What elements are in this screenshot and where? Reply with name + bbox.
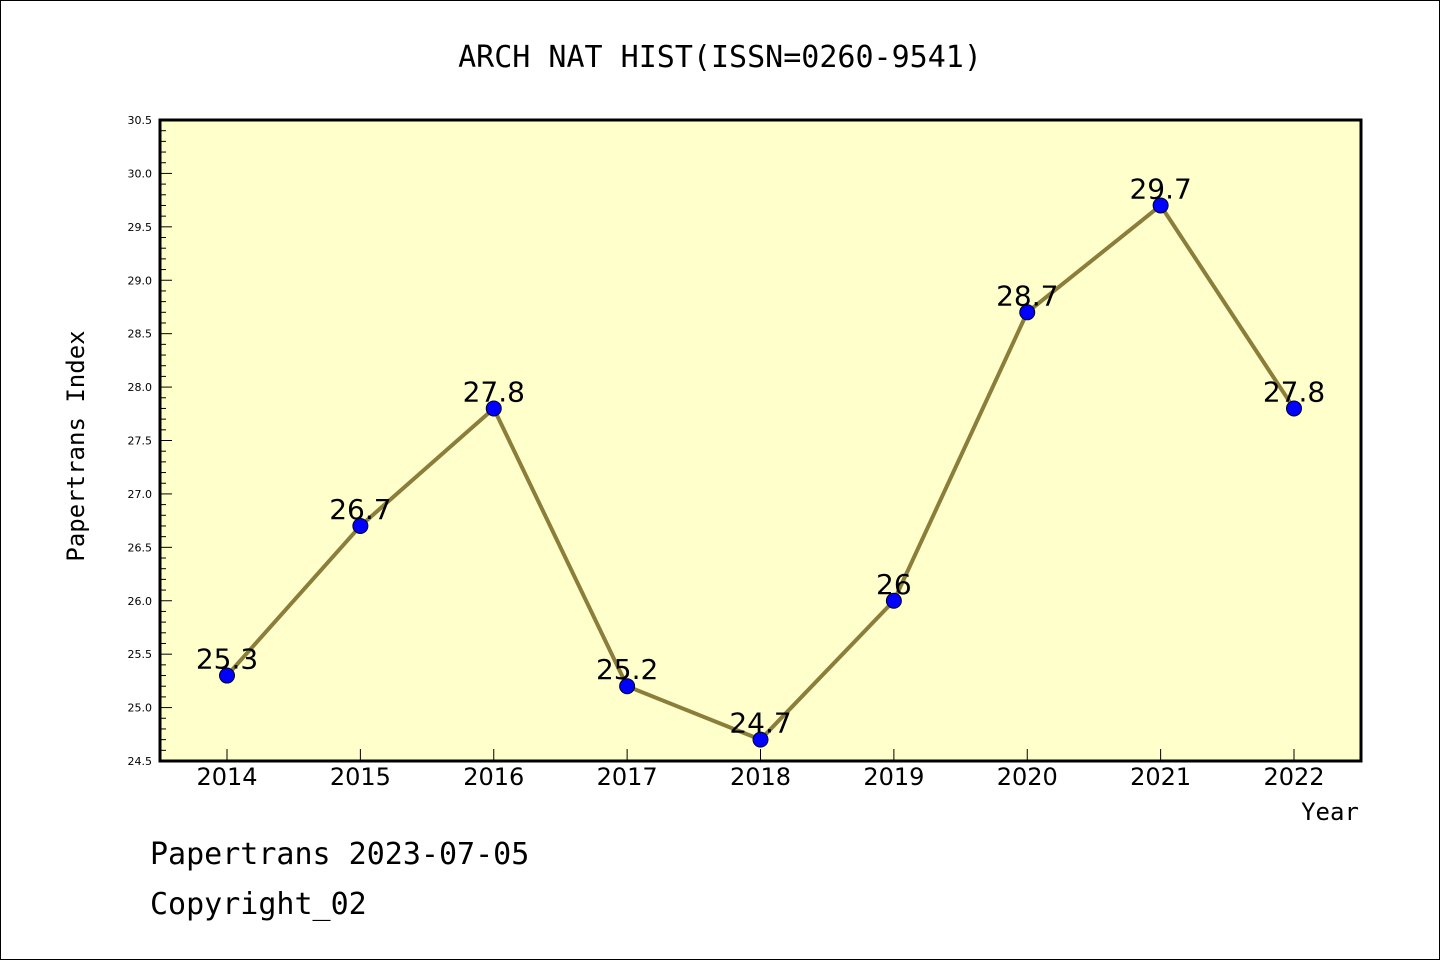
y-axis-tick-labels: 24.5 25.0 25.5 26.0 26.5 27.0 27.5 28.0 28.5 29.0… — [128, 114, 153, 768]
y-tick-label: 29.5 — [128, 221, 153, 234]
x-tick-label: 2020 — [997, 763, 1058, 791]
data-label-2015: 26.7 — [329, 493, 391, 526]
data-label-2017: 25.2 — [596, 653, 658, 686]
x-tick-label: 2016 — [463, 763, 524, 791]
data-labels: 25.3 26.7 27.8 25.2 24.7 26 28.7 29.7 27.8 — [196, 172, 1325, 739]
y-axis-label: Papertrans Index — [62, 330, 90, 561]
data-label-2016: 27.8 — [463, 375, 525, 408]
y-tick-label: 29.0 — [128, 274, 153, 287]
plot-area — [158, 118, 1363, 763]
y-tick-label: 28.0 — [128, 381, 153, 394]
y-tick-label: 26.5 — [128, 541, 153, 554]
data-point-2016 — [485, 400, 502, 417]
x-tick-label: 2018 — [730, 763, 791, 791]
y-axis-ticks — [160, 119, 172, 762]
x-tick-label: 2014 — [196, 763, 257, 791]
chart-title: ARCH NAT HIST(ISSN=0260-9541) — [458, 40, 982, 75]
data-point-2014 — [219, 667, 235, 684]
y-tick-label: 24.5 — [128, 755, 153, 768]
y-tick-label: 27.0 — [128, 488, 153, 501]
data-point-2019 — [885, 592, 902, 609]
data-label-2014: 25.3 — [196, 643, 258, 676]
data-label-2020: 28.7 — [996, 279, 1058, 312]
x-axis-label: Year — [1301, 798, 1359, 826]
y-tick-label: 27.5 — [128, 435, 153, 448]
data-point-2015 — [352, 517, 369, 534]
y-tick-label: 28.5 — [128, 328, 153, 341]
data-point-2017 — [619, 678, 636, 695]
y-tick-label: 26.0 — [128, 595, 153, 608]
y-tick-label: 25.0 — [128, 702, 153, 715]
data-label-2022: 27.8 — [1263, 375, 1325, 408]
data-label-2018: 24.7 — [729, 707, 791, 740]
x-axis-ticks — [226, 749, 1295, 761]
data-point-2018 — [752, 731, 769, 748]
data-point-2022 — [1286, 400, 1302, 417]
x-tick-label: 2022 — [1263, 763, 1324, 791]
x-tick-label: 2019 — [863, 763, 924, 791]
footer-date: Papertrans 2023-07-05 — [150, 837, 529, 872]
x-tick-label: 2015 — [330, 763, 391, 791]
footer-copyright: Copyright_02 — [150, 887, 367, 922]
x-tick-label: 2021 — [1130, 763, 1191, 791]
x-tick-label: 2017 — [597, 763, 658, 791]
y-tick-label: 30.0 — [128, 167, 153, 180]
series-markers — [219, 197, 1302, 748]
x-axis-tick-labels: 2014 2015 2016 2017 2018 2019 2020 2021 2022 — [196, 763, 1324, 791]
data-point-2021 — [1152, 197, 1169, 214]
y-tick-label: 30.5 — [128, 114, 153, 127]
data-label-2021: 29.7 — [1129, 172, 1191, 205]
data-point-2020 — [1019, 304, 1036, 321]
y-tick-label: 25.5 — [128, 648, 153, 661]
data-label-2019: 26 — [876, 568, 912, 601]
